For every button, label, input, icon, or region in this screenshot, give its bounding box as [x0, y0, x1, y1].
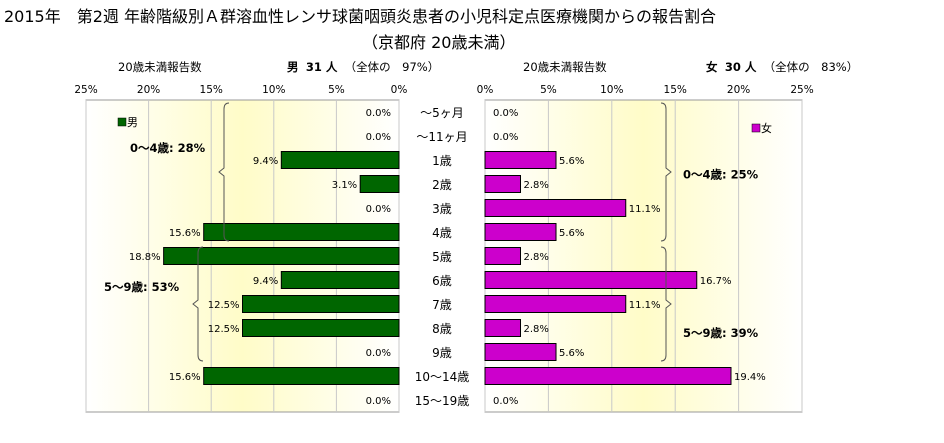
male-value-label: 0.0%: [366, 348, 391, 359]
male-tick-label: 5%: [328, 84, 345, 96]
female-bar: [484, 151, 557, 169]
female-header-stats: 女 30 人 （全体の 83%）: [706, 59, 858, 75]
male-value-label: 0.0%: [366, 204, 391, 215]
male-bar: [280, 151, 400, 169]
female-bar: [484, 175, 522, 193]
age-category-label: 6歳: [432, 274, 452, 288]
male-bar: [203, 367, 400, 385]
female-bar: [484, 247, 522, 265]
female-legend-swatch: [751, 123, 761, 133]
male-value-label: 15.6%: [169, 228, 201, 239]
male-tick-label: 15%: [200, 84, 223, 96]
female-value-label: 16.7%: [700, 276, 732, 287]
age-category-label: 8歳: [432, 322, 452, 336]
female-age-group-brace: [660, 246, 672, 362]
age-category-label: 4歳: [432, 226, 452, 240]
male-value-label: 12.5%: [208, 300, 240, 311]
age-category-label: 1歳: [432, 154, 452, 168]
female-bar: [484, 367, 732, 385]
male-tick-label: 10%: [262, 84, 285, 96]
male-bar: [203, 223, 400, 241]
male-header-label: 20歳未満報告数: [118, 60, 202, 74]
female-value-label: 19.4%: [734, 372, 766, 383]
male-value-label: 9.4%: [253, 156, 278, 167]
female-bar: [484, 319, 522, 337]
male-age-group-label: 0～4歳: 28%: [130, 141, 206, 155]
female-value-label: 0.0%: [493, 108, 518, 119]
female-bar: [484, 343, 557, 361]
male-bar: [163, 247, 400, 265]
female-header-sex: 女: [706, 60, 718, 74]
chart-title: 2015年 第2週 年齢階級別Ａ群溶血性レンサ球菌咽頭炎患者の小児科定点医療機関…: [4, 7, 716, 26]
female-value-label: 5.6%: [559, 228, 584, 239]
female-value-label: 5.6%: [559, 348, 584, 359]
female-tick-label: 20%: [727, 84, 750, 96]
female-header-share: （全体の 83%）: [763, 60, 859, 74]
female-value-label: 0.0%: [493, 396, 518, 407]
male-value-label: 18.8%: [129, 252, 161, 263]
age-category-label: ～5ヶ月: [420, 106, 464, 120]
female-age-group-brace: [660, 102, 672, 242]
female-tick-label: 15%: [664, 84, 687, 96]
age-category-label: ～11ヶ月: [416, 130, 467, 144]
age-category-label: 3歳: [432, 202, 452, 216]
male-bar: [242, 319, 400, 337]
female-header-count: 30 人: [724, 60, 757, 74]
female-age-group-label: 0～4歳: 25%: [683, 167, 759, 181]
male-tick-label: 0%: [391, 84, 408, 96]
age-category-label: 5歳: [432, 250, 452, 264]
female-value-label: 2.8%: [524, 180, 549, 191]
age-category-label: 10～14歳: [415, 370, 470, 384]
male-bar: [242, 295, 400, 313]
age-category-label: 2歳: [432, 178, 452, 192]
female-value-label: 2.8%: [524, 324, 549, 335]
male-legend-swatch: [117, 117, 127, 127]
male-header-sex: 男: [287, 60, 299, 74]
female-tick-label: 10%: [600, 84, 623, 96]
female-value-label: 2.8%: [524, 252, 549, 263]
male-value-label: 15.6%: [169, 372, 201, 383]
male-legend-label: 男: [127, 116, 138, 129]
female-value-label: 0.0%: [493, 132, 518, 143]
age-category-label: 9歳: [432, 346, 452, 360]
male-header-count: 31 人: [305, 60, 338, 74]
female-header-label: 20歳未満報告数: [523, 60, 607, 74]
male-age-group-brace: [192, 246, 204, 362]
age-category-label: 15～19歳: [415, 394, 470, 408]
female-bar: [484, 223, 557, 241]
male-tick-label: 20%: [137, 84, 160, 96]
male-value-label: 3.1%: [332, 180, 357, 191]
age-category-label: 7歳: [432, 298, 452, 312]
chart-subtitle: （京都府 20歳未満）: [362, 33, 516, 52]
female-age-group-label: 5～9歳: 39%: [683, 326, 759, 340]
male-bar: [280, 271, 400, 289]
female-legend-label: 女: [761, 121, 772, 135]
male-tick-label: 25%: [74, 84, 97, 96]
male-value-label: 9.4%: [253, 276, 278, 287]
male-value-label: 0.0%: [366, 396, 391, 407]
female-bar: [484, 199, 627, 217]
male-value-label: 0.0%: [366, 108, 391, 119]
male-age-group-label: 5～9歳: 53%: [104, 280, 180, 294]
male-age-group-brace: [218, 102, 230, 242]
female-value-label: 11.1%: [629, 204, 661, 215]
female-tick-label: 0%: [477, 84, 494, 96]
female-tick-label: 25%: [790, 84, 813, 96]
female-value-label: 11.1%: [629, 300, 661, 311]
male-bar: [359, 175, 400, 193]
female-tick-label: 5%: [540, 84, 557, 96]
female-bar: [484, 295, 627, 313]
female-bar: [484, 271, 698, 289]
female-value-label: 5.6%: [559, 156, 584, 167]
male-header-share: （全体の 97%）: [344, 60, 440, 74]
male-value-label: 12.5%: [208, 324, 240, 335]
male-header-stats: 男 31 人 （全体の 97%）: [287, 59, 439, 75]
male-value-label: 0.0%: [366, 132, 391, 143]
